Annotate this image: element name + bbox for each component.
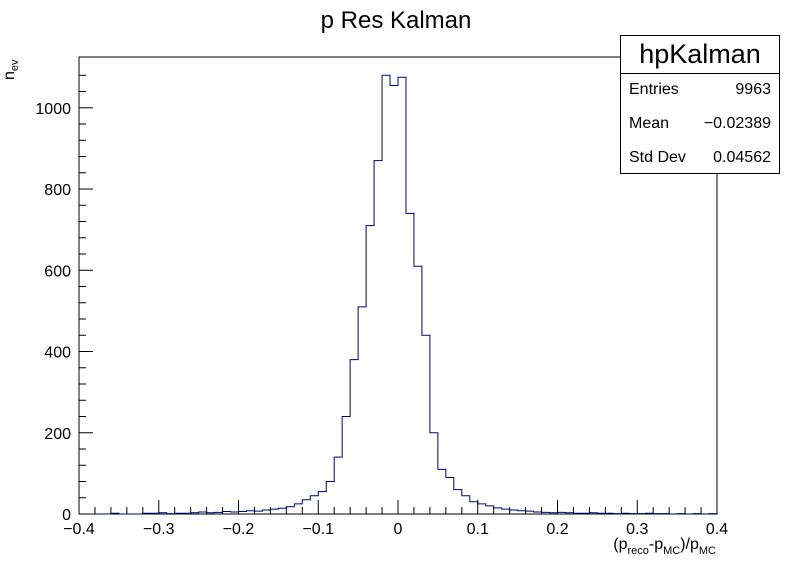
histogram-bin (350, 360, 358, 514)
histogram-bin (454, 490, 462, 514)
histogram-bin (374, 161, 382, 514)
stats-row-entries: Entries 9963 (629, 81, 771, 101)
y-tick-label: 600 (44, 263, 71, 280)
x-tick-label: 0 (394, 521, 403, 538)
histogram-bin (342, 417, 350, 514)
histogram-bin (438, 469, 446, 514)
stats-row-mean: Mean −0.02389 (629, 115, 771, 135)
histogram-bin (358, 307, 366, 514)
histogram-bin (510, 510, 518, 514)
x-tick-label: 0.3 (626, 521, 648, 538)
histogram-bin (318, 492, 326, 514)
histogram-bin (430, 433, 438, 514)
histogram-bin (486, 506, 494, 514)
y-tick-label: 0 (62, 507, 71, 524)
y-tick-label: 1000 (35, 101, 71, 118)
histogram-bin (470, 502, 478, 514)
histogram-bin (270, 509, 278, 514)
histogram-bin (294, 504, 302, 514)
histogram-bin (406, 213, 414, 514)
x-tick-label: −0.1 (302, 521, 334, 538)
histogram-bin (502, 509, 510, 514)
histogram-bin (262, 510, 270, 514)
histogram-bin (422, 335, 430, 514)
stats-label: Std Dev (629, 149, 686, 166)
x-tick-label: 0.1 (467, 521, 489, 538)
y-axis-label: nev (1, 59, 21, 80)
x-tick-label: 0.2 (546, 521, 568, 538)
histogram-bin (326, 482, 334, 514)
y-tick-label: 800 (44, 182, 71, 199)
histogram-bin (310, 496, 318, 514)
histogram-bin (366, 226, 374, 514)
stats-value: −0.02389 (703, 115, 771, 132)
histogram-bin (382, 75, 390, 514)
histogram-bin (278, 508, 286, 514)
histogram-bin (446, 477, 454, 514)
histogram-bin (286, 507, 294, 514)
stats-value: 0.04562 (713, 149, 771, 166)
histogram-bin (462, 496, 470, 514)
x-tick-label: −0.4 (63, 521, 95, 538)
stats-row-stddev: Std Dev 0.04562 (629, 149, 771, 169)
chart-title: p Res Kalman (321, 7, 472, 34)
x-tick-label: −0.3 (143, 521, 175, 538)
histogram-bin (398, 77, 406, 514)
histogram-bin (302, 500, 310, 514)
x-tick-label: 0.4 (706, 521, 728, 538)
stats-title: hpKalman (621, 36, 779, 74)
stats-value: 9963 (735, 81, 771, 98)
x-axis-label: (preco-pMC)/pMC (613, 536, 716, 557)
x-tick-label: −0.2 (223, 521, 255, 538)
y-tick-label: 200 (44, 426, 71, 443)
stats-label: Mean (629, 115, 670, 132)
histogram-bin (390, 85, 398, 514)
stats-label: Entries (629, 81, 679, 98)
stats-box: hpKalman Entries 9963 Mean −0.02389 Std … (620, 35, 780, 174)
histogram-bin (334, 457, 342, 514)
histogram-bin (478, 504, 486, 514)
histogram-bin (414, 266, 422, 514)
y-tick-label: 400 (44, 345, 71, 362)
histogram-bin (494, 508, 502, 514)
